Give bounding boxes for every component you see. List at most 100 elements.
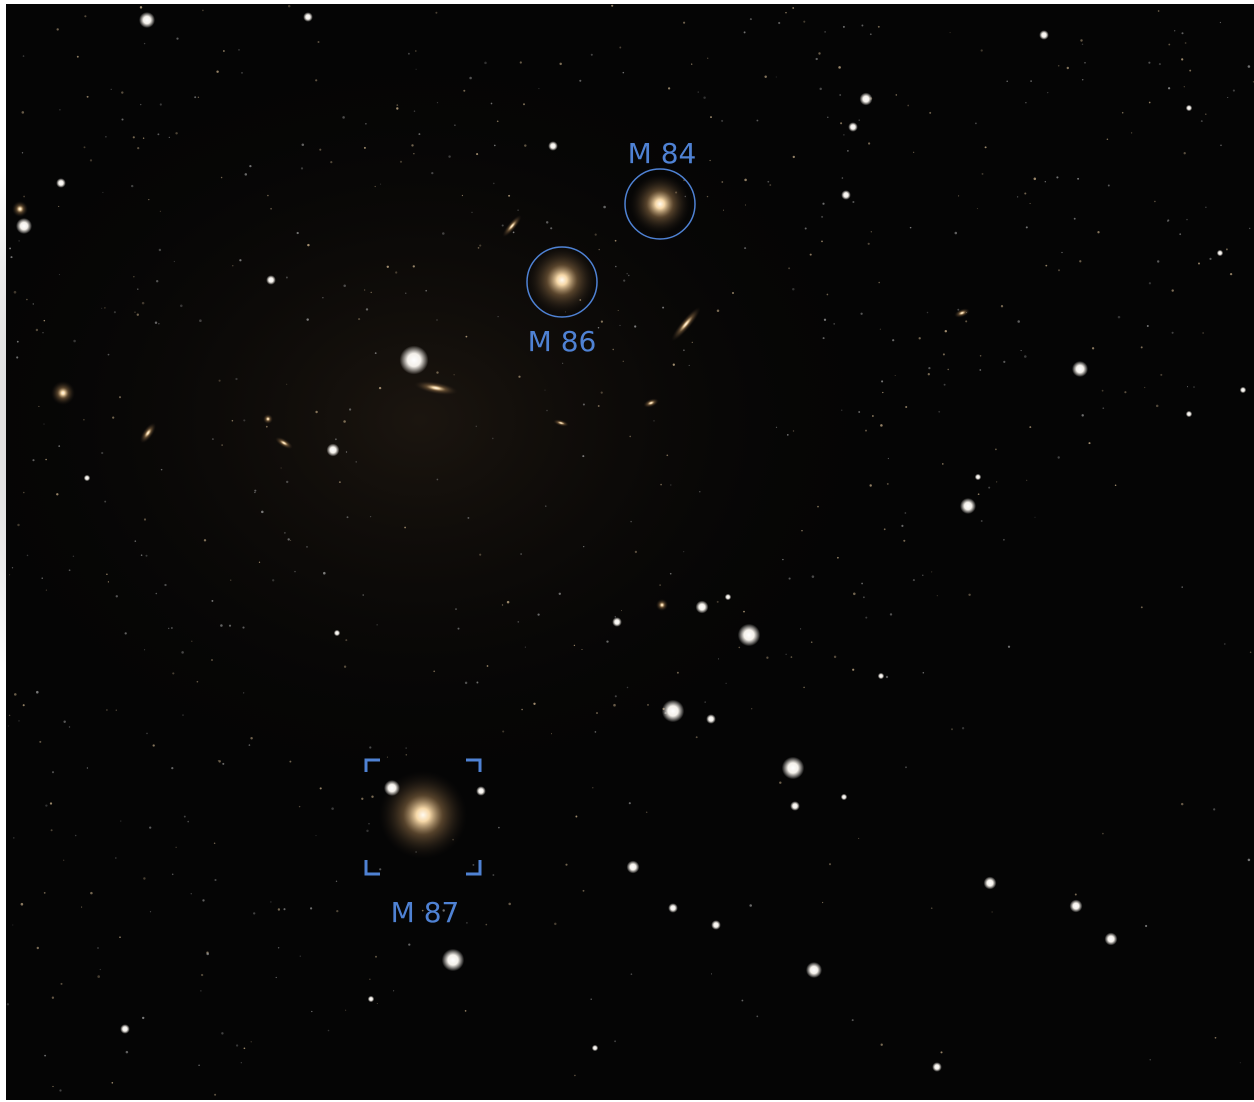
faint-star [738,647,740,649]
faint-star [396,104,398,106]
faint-star [943,353,945,355]
faint-star [611,5,613,7]
faint-star [58,445,60,447]
faint-star [160,211,161,212]
faint-star [623,361,624,362]
faint-star [45,804,47,806]
faint-star [425,290,427,292]
faint-star [884,528,886,530]
faint-star [290,540,291,541]
faint-star [958,195,959,196]
faint-star [18,720,19,721]
faint-star [978,493,980,495]
faint-star [786,654,787,655]
faint-star [259,562,260,563]
faint-star [37,947,39,949]
star [841,190,851,200]
faint-star [896,94,898,96]
faint-star [819,88,821,90]
faint-star [1160,374,1162,376]
faint-star [508,903,511,906]
faint-star [829,863,831,865]
faint-star [322,297,323,298]
faint-star [1168,87,1170,89]
faint-star [171,627,173,629]
faint-star [344,666,346,668]
faint-star [100,969,101,970]
faint-star [191,641,192,642]
faint-star [63,860,64,861]
faint-star [1220,144,1222,146]
faint-star [595,234,597,236]
faint-star [579,80,581,82]
faint-star [619,47,621,49]
faint-star [523,103,525,105]
galaxy [51,381,75,405]
faint-star [1167,221,1168,222]
faint-star [253,912,255,914]
faint-star [462,195,463,196]
faint-star [299,806,300,807]
faint-star [538,88,539,89]
faint-star [886,676,888,678]
faint-star [465,682,467,684]
faint-star [703,96,705,98]
faint-star [463,90,465,92]
faint-star [140,104,141,105]
faint-star [236,1044,238,1046]
faint-star [743,611,745,613]
faint-star [51,829,53,831]
faint-star [905,766,907,768]
faint-star [387,266,389,268]
faint-star [346,451,347,452]
faint-star [721,120,723,122]
faint-star [766,657,768,659]
faint-star [565,864,567,866]
faint-star [220,624,223,627]
faint-star [302,144,305,147]
faint-star [416,69,417,70]
faint-star [408,53,410,55]
faint-star [492,874,494,876]
faint-star [901,525,903,527]
faint-star [852,669,854,671]
faint-star [630,521,631,522]
faint-star [888,458,889,459]
faint-star [106,573,108,575]
faint-star [180,305,183,308]
faint-star [1181,803,1183,805]
faint-star [116,710,117,711]
faint-star [1058,456,1060,458]
faint-star [137,147,139,149]
faint-star [662,307,664,309]
faint-star [905,512,907,514]
faint-star [591,54,593,56]
faint-star [931,571,932,572]
faint-star [1202,332,1203,333]
faint-star [940,1051,942,1053]
faint-star [1145,925,1147,927]
faint-star [32,459,34,461]
faint-star [791,656,793,658]
faint-star [168,628,169,629]
faint-star [711,973,712,974]
faint-star [853,593,856,596]
faint-star [710,160,711,161]
faint-star [140,6,142,8]
faint-star [980,355,982,357]
faint-star [744,247,746,249]
faint-star [927,312,929,314]
faint-star [87,767,88,768]
faint-star [160,103,162,105]
faint-star [418,133,420,135]
faint-star [513,232,515,234]
faint-star [232,265,233,266]
faint-star [278,908,280,910]
faint-star [1174,30,1175,31]
faint-star [497,316,498,317]
faint-star [297,232,299,234]
faint-star [590,998,591,999]
faint-star [816,58,818,60]
star [368,996,374,1002]
faint-star [1034,178,1037,181]
